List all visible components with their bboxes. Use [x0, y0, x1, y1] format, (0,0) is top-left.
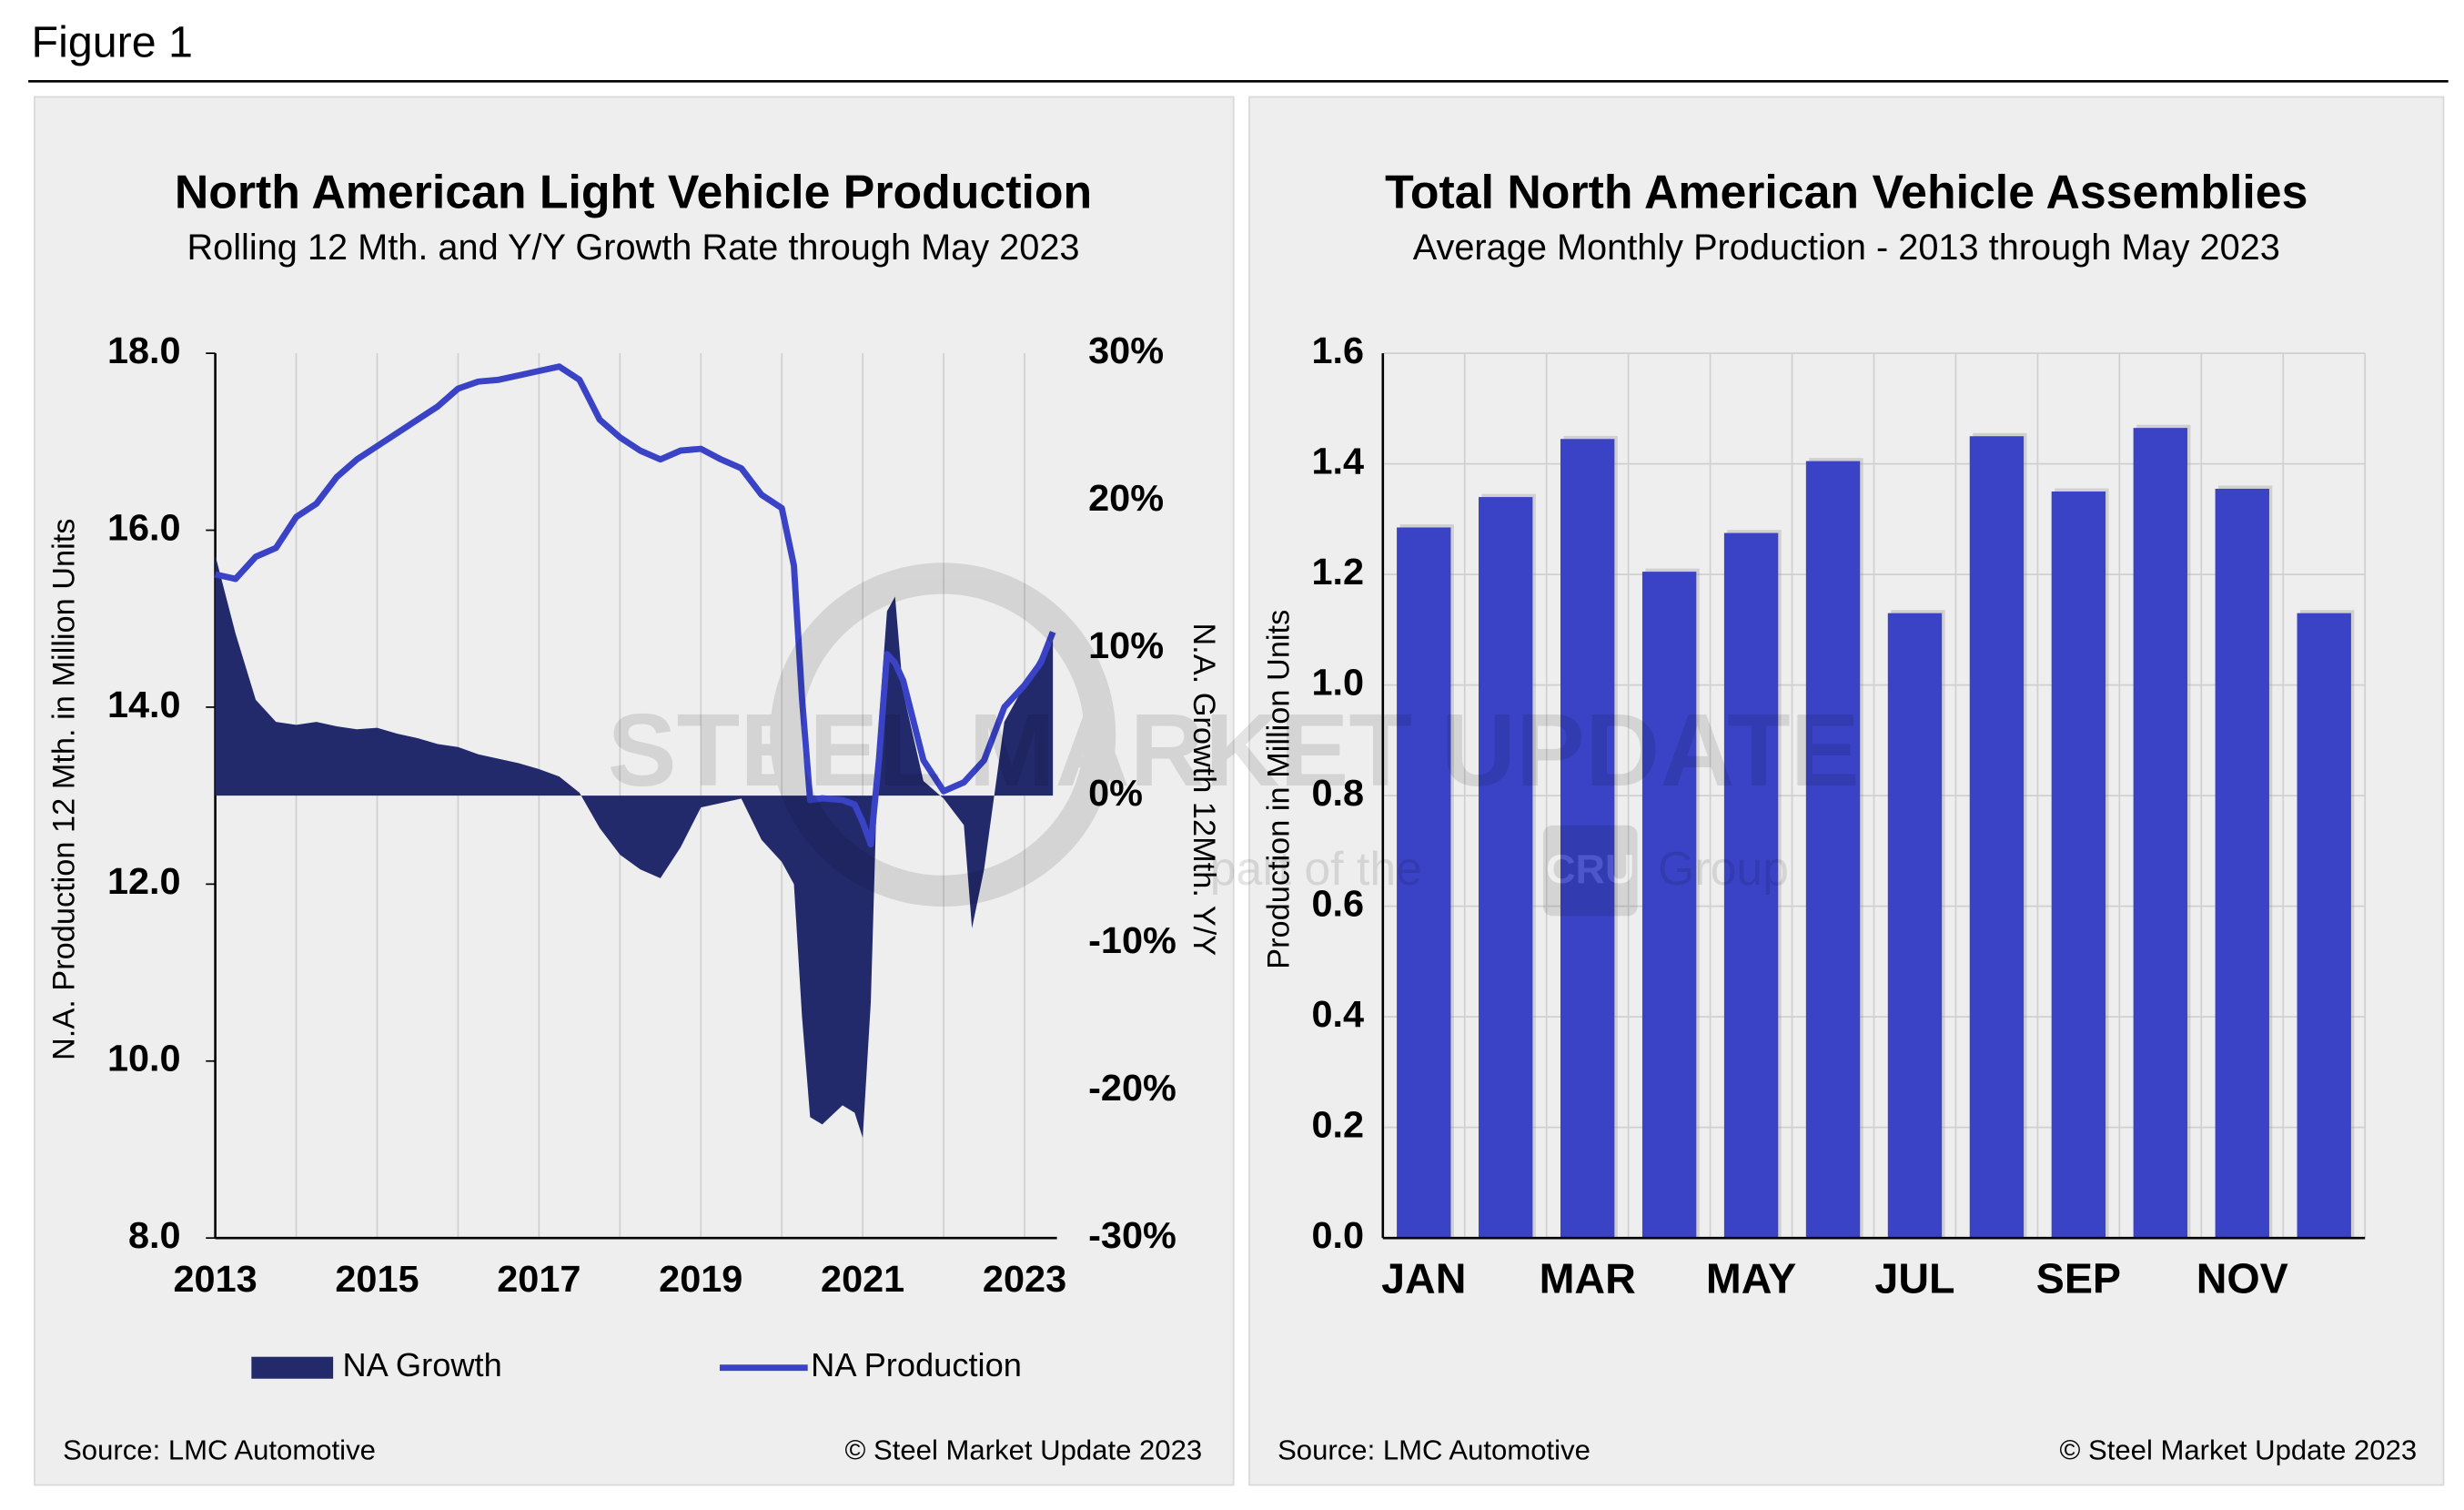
x-tick-label: JAN: [1381, 1255, 1466, 1302]
legend-label: NA Production: [811, 1346, 1022, 1383]
growth-area: [215, 555, 1054, 1139]
bar: [2297, 613, 2351, 1239]
bar: [1887, 613, 1943, 1239]
y2-tick-label: 20%: [1088, 477, 1164, 519]
watermark-brand: CRU: [1546, 846, 1634, 892]
x-tick-label: MAY: [1706, 1255, 1796, 1302]
y-tick-label: 8.0: [128, 1214, 181, 1256]
watermark: STEEL MARKET UPDATE part of the CRU Grou…: [608, 562, 1860, 917]
bar: [2051, 492, 2106, 1239]
y-tick-label: 0.0: [1311, 1214, 1364, 1256]
watermark-ring: [770, 562, 1116, 907]
y2-tick-label: 30%: [1088, 329, 1164, 371]
watermark-prefix: part of the: [1210, 842, 1422, 895]
y2-axis-label: N.A. Growth 12Mth. Y/Y: [1187, 623, 1221, 956]
bar: [1479, 497, 1533, 1239]
x-tick-label: 2013: [173, 1258, 257, 1300]
y2-tick-label: -20%: [1088, 1067, 1176, 1109]
chart-subtitle: Rolling 12 Mth. and Y/Y Growth Rate thro…: [187, 228, 1079, 268]
legend-label: NA Growth: [342, 1346, 501, 1383]
y-tick-label: 18.0: [107, 329, 181, 371]
chart-title: North American Light Vehicle Production: [175, 165, 1092, 218]
copyright: © Steel Market Update 2023: [2059, 1434, 2417, 1466]
production-line: [214, 363, 1056, 848]
y-tick-label: 0.2: [1311, 1104, 1364, 1146]
bar: [1723, 532, 1779, 1239]
copyright: © Steel Market Update 2023: [844, 1434, 1202, 1466]
chart-title: Total North American Vehicle Assemblies: [1385, 165, 2307, 218]
chart-subtitle: Average Monthly Production - 2013 throug…: [1413, 228, 2280, 268]
y2-tick-label: 0%: [1088, 772, 1143, 814]
y-tick-label: 14.0: [107, 684, 181, 725]
x-tick-label: 2017: [497, 1258, 581, 1300]
watermark-logo: [1542, 825, 1638, 917]
source: Source: LMC Automotive: [63, 1434, 376, 1466]
y-tick-label: 1.6: [1311, 329, 1364, 371]
y-tick-label: 16.0: [107, 507, 181, 549]
y-tick-label: 1.4: [1311, 441, 1364, 482]
bar: [1969, 436, 2025, 1239]
bar: [2215, 488, 2269, 1239]
y-axis-label: Production in Million Units: [1262, 610, 1297, 969]
watermark-suffix: Group: [1658, 842, 1789, 895]
y2-tick-label: -30%: [1088, 1214, 1176, 1256]
watermark-title: STEEL MARKET UPDATE: [608, 693, 1860, 808]
x-tick-label: JUL: [1874, 1255, 1954, 1302]
x-tick-label: 2019: [659, 1258, 742, 1300]
legend-swatch: [251, 1356, 334, 1379]
y-tick-label: 12.0: [107, 860, 181, 902]
x-tick-label: NOV: [2196, 1255, 2288, 1302]
y-tick-label: 0.8: [1311, 772, 1364, 814]
y-tick-label: 0.6: [1311, 883, 1364, 925]
y-tick-label: 1.2: [1311, 551, 1364, 593]
x-tick-label: SEP: [2036, 1255, 2121, 1302]
figure-label: Figure 1: [32, 18, 193, 67]
bar: [1805, 461, 1861, 1239]
bar: [2133, 428, 2188, 1239]
x-tick-label: 2023: [983, 1258, 1066, 1300]
y2-tick-label: -10%: [1088, 919, 1176, 961]
bar: [1641, 572, 1697, 1239]
source: Source: LMC Automotive: [1277, 1434, 1590, 1466]
x-tick-label: MAR: [1540, 1255, 1636, 1302]
x-tick-label: 2015: [335, 1258, 419, 1300]
y-axis-label: N.A. Production 12 Mth. in Million Units: [47, 519, 82, 1060]
y-tick-label: 10.0: [107, 1038, 181, 1079]
y-tick-label: 0.4: [1311, 993, 1364, 1035]
y-tick-label: 1.0: [1311, 662, 1364, 704]
bar: [1560, 439, 1615, 1239]
bar: [1397, 527, 1451, 1239]
y2-tick-label: 10%: [1088, 624, 1164, 666]
x-tick-label: 2021: [821, 1258, 904, 1300]
